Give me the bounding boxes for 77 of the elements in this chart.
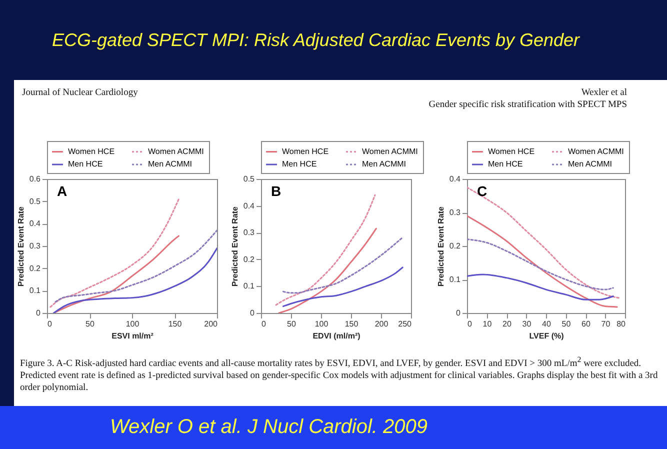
legend-label: Women HCE (68, 146, 115, 156)
legend-label: Men HCE (68, 160, 103, 168)
y-tick-label: 0.2 (449, 242, 462, 250)
x-tick-label: 100 (126, 320, 140, 328)
x-axis-title: EDVI (ml/m²) (312, 332, 361, 340)
x-tick-label: 200 (204, 320, 218, 328)
x-tick-label: 60 (582, 320, 591, 328)
x-tick-label: 20 (502, 320, 512, 328)
line-series (50, 198, 180, 308)
line-series (275, 194, 376, 306)
chart-title: A (57, 183, 68, 199)
y-tick-label: 0.1 (29, 286, 42, 296)
y-tick-label: 0.1 (449, 275, 462, 284)
y-tick-label: 0.3 (243, 228, 256, 238)
y-tick-label: 0.1 (243, 282, 256, 291)
x-tick-label: 100 (314, 320, 329, 328)
chart-title: C (477, 183, 488, 199)
legend-label: Women ACMMI (148, 146, 204, 156)
y-axis-title: Predicted Event Rate (16, 206, 26, 287)
x-tick-label: 50 (86, 320, 95, 328)
y-tick-label: 0.2 (243, 254, 256, 264)
line-series (53, 247, 217, 313)
x-tick-label: 0 (48, 320, 52, 328)
x-axis-title: LVEF (%) (529, 332, 564, 340)
y-tick-label: 0.6 (29, 174, 42, 184)
y-tick-label: 0.4 (449, 174, 462, 184)
text: Journal of Nuclear Cardiology (22, 88, 138, 98)
y-tick-label: 0.4 (243, 201, 256, 210)
line-series (467, 186, 620, 299)
text: Wexler et al (581, 88, 627, 98)
legend-label: Men HCE (282, 160, 317, 168)
x-tick-label: 50 (287, 320, 296, 328)
y-tick-label: 0 (456, 308, 462, 318)
x-tick-label: 150 (168, 320, 182, 328)
legend-label: Men ACMMI (568, 160, 612, 168)
x-tick-label: 0 (468, 320, 472, 328)
legend-label: Women HCE (488, 146, 535, 156)
x-tick-label: 80 (616, 320, 626, 328)
x-tick-label: 200 (374, 320, 389, 328)
x-tick-label: 0 (262, 320, 266, 328)
line-series (467, 274, 614, 300)
y-tick-label: 0.5 (243, 174, 256, 184)
y-axis-title: Predicted Event Rate (230, 206, 240, 287)
line-series (467, 238, 614, 290)
y-tick-label: 0.3 (449, 208, 462, 217)
y-tick-label: 0 (250, 308, 256, 318)
legend-label: Women ACMMI (568, 146, 624, 156)
legend-label: Men ACMMI (148, 160, 192, 168)
x-tick-label: 10 (482, 320, 492, 328)
x-tick-label: 40 (542, 320, 552, 328)
line-series (282, 266, 404, 308)
text: Gender specific risk stratification with SPECT MPS (428, 100, 627, 110)
caption: Figure 3. A-C Risk-adjusted hard cardiac events and all-cause mortality rates by ESVI, EDVI, and LVEF, by gender. ESVI and EDVI > 300 mL/m$^{2}$ were excluded. Predicted event rate is defined as 1-predicted survival based on gender-specific Cox models with adjustment for clinical variables. Graphs display the best fit with a 3rd order polynomial. (20, 354, 659, 394)
text: Wexler O et al. J Nucl Cardiol. 2009 (110, 416, 428, 439)
y-axis-title: Predicted Event Rate (436, 206, 446, 287)
legend-label: Men HCE (488, 160, 523, 168)
y-tick-label: 0 (36, 308, 42, 318)
legend-label: Men ACMMI (362, 160, 406, 168)
text: ECG-gated SPECT MPI: Risk Adjusted Cardiac Events by Gender (52, 30, 580, 51)
x-tick-label: 150 (344, 320, 359, 328)
y-tick-label: 0.2 (29, 264, 42, 273)
line-series (282, 237, 403, 294)
line-series (467, 215, 618, 308)
line-series (278, 228, 377, 313)
y-tick-label: 0.5 (29, 196, 42, 206)
x-tick-label: 250 (398, 320, 412, 328)
line-series (53, 235, 180, 313)
line-series (54, 230, 217, 303)
legend-label: Women HCE (282, 146, 329, 156)
x-tick-label: 70 (601, 320, 611, 328)
x-tick-label: 50 (562, 320, 572, 328)
y-tick-label: 0.4 (29, 219, 42, 228)
x-axis-title: ESVI ml/m² (112, 332, 154, 340)
y-tick-label: 0.3 (29, 242, 42, 250)
x-tick-label: 30 (522, 320, 532, 328)
legend-label: Women ACMMI (362, 146, 418, 156)
chart-title: B (271, 183, 282, 199)
